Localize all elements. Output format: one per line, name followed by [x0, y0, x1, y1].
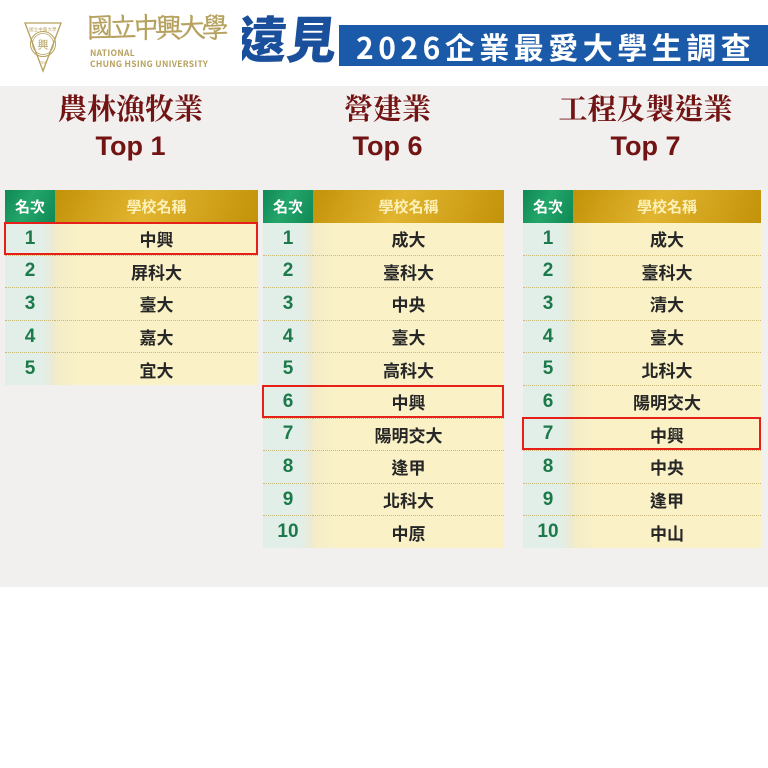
svg-text:國立中興大學: 國立中興大學: [29, 26, 57, 33]
svg-text:1919: 1919: [39, 61, 47, 66]
svg-text:興: 興: [38, 37, 49, 53]
svg-text:遠見: 遠見: [242, 10, 337, 66]
